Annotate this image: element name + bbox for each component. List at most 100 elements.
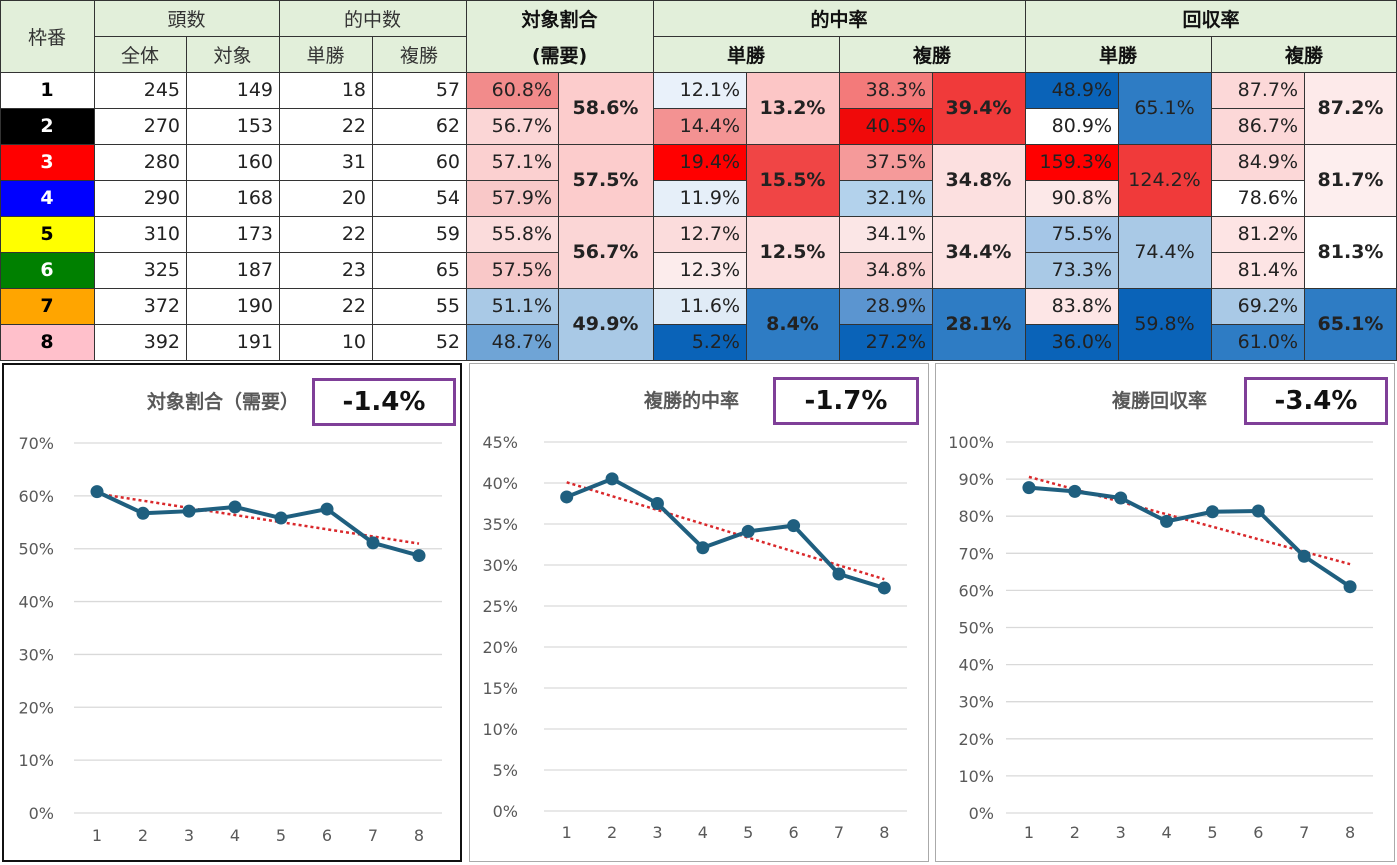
- series-line: [565, 476, 885, 590]
- x-tick-label: 2: [1070, 823, 1080, 842]
- data-point: [320, 502, 334, 516]
- cell-tanRate: 19.4%: [653, 144, 746, 180]
- x-tick-label: 4: [1161, 823, 1171, 842]
- y-tick-label: 90%: [958, 470, 994, 489]
- y-tick-label: 50%: [18, 540, 54, 559]
- group-tanRate: 8.4%: [746, 288, 839, 360]
- grid-line: [839, 179, 932, 181]
- grid-line: [465, 72, 467, 360]
- y-tick-label: 50%: [958, 619, 994, 638]
- cell-fukuRet: 78.6%: [1211, 180, 1304, 216]
- x-tick-label: 4: [698, 823, 708, 842]
- grid-line: [1210, 36, 1212, 72]
- group-wariai: 58.6%: [558, 72, 653, 144]
- cell-wariai: 56.7%: [466, 108, 558, 144]
- cell-wariai: 57.5%: [466, 252, 558, 288]
- y-tick-label: 20%: [958, 730, 994, 749]
- cell-wariai: 51.1%: [466, 288, 558, 324]
- header-wariai: 対象割合: [466, 0, 653, 36]
- header-fuku-count: 複勝: [372, 36, 466, 72]
- group-tanRet: 74.4%: [1118, 216, 1211, 288]
- grid-line: [1211, 323, 1304, 325]
- x-tick-label: 6: [322, 826, 332, 845]
- series-line: [1028, 485, 1352, 589]
- count-fuku-hit: 62: [435, 115, 460, 137]
- grid-line: [371, 72, 373, 360]
- y-tick-label: 70%: [18, 434, 54, 453]
- y-tick-label: 80%: [958, 507, 994, 526]
- grid-line: [652, 0, 654, 72]
- grid-line: [466, 323, 558, 325]
- data-point: [412, 549, 426, 563]
- y-tick-label: 40%: [958, 656, 994, 675]
- grid-line: [278, 0, 280, 72]
- chart-panel-fuku-return: 0% 10% 20% 30% 40% 50% 60% 70% 80% 90% 100% 1 2 3 4 5 6 7…: [935, 363, 1395, 862]
- x-tick-label: 5: [276, 826, 286, 845]
- count-zentai: 372: [143, 295, 180, 317]
- y-tick-label: 70%: [958, 544, 994, 563]
- count-tan-hit: 18: [341, 79, 366, 101]
- data-point: [832, 567, 846, 581]
- stats-table: 枠番 頭数 全体 対象 的中数 単勝 複勝 対象割合 (需要) 的中率 単勝 複勝 回収率 単勝 複勝 1 24…: [0, 0, 1397, 361]
- count-zentai: 290: [143, 187, 180, 209]
- chart-panel-fuku-rate: 0% 5% 10% 15% 20% 25% 30% 35% 40% 45% 1 2 3 4 5 6 7 8 複勝的…: [469, 363, 929, 862]
- count-taisho: 190: [236, 295, 273, 317]
- x-tick-label: 5: [743, 823, 753, 842]
- x-tick-label: 6: [1253, 823, 1263, 842]
- grid-line: [838, 36, 840, 72]
- cell-fukuRet: 86.7%: [1211, 108, 1304, 144]
- grid-line: [1025, 107, 1118, 109]
- count-tan-hit: 22: [341, 295, 366, 317]
- cell-wariai: 55.8%: [466, 216, 558, 252]
- cell-fukuRate: 38.3%: [839, 72, 932, 108]
- grid-line: [0, 143, 466, 145]
- count-fuku-hit: 54: [435, 187, 460, 209]
- x-tick-label: 3: [1116, 823, 1126, 842]
- grid-line: [1025, 323, 1118, 325]
- grid-line: [1303, 72, 1305, 360]
- grid-line: [0, 287, 466, 289]
- header-waku: 枠番: [0, 0, 94, 72]
- grid-line: [653, 179, 746, 181]
- grid-line: [1024, 72, 1026, 360]
- y-tick-label: 10%: [958, 767, 994, 786]
- group-tanRate: 12.5%: [746, 216, 839, 288]
- x-tick-label: 8: [414, 826, 424, 845]
- grid-line: [1211, 107, 1304, 109]
- group-tanRet: 59.8%: [1118, 288, 1211, 360]
- cell-fukuRate: 34.1%: [839, 216, 932, 252]
- grid-line: [653, 107, 746, 109]
- cell-fukuRate: 27.2%: [839, 324, 932, 360]
- header-fuku-rate: 複勝: [839, 36, 1025, 72]
- x-tick-label: 7: [368, 826, 378, 845]
- grid-line: [93, 72, 95, 360]
- group-wariai: 49.9%: [558, 288, 653, 360]
- grid-line: [0, 71, 1397, 73]
- frame-number: 2: [0, 108, 94, 144]
- header-kaishuritsu: 回収率: [1025, 0, 1397, 36]
- count-taisho: 149: [236, 79, 273, 101]
- data-point: [1297, 549, 1311, 563]
- cell-fukuRet: 84.9%: [1211, 144, 1304, 180]
- grid-line: [466, 107, 558, 109]
- x-tick-label: 7: [1299, 823, 1309, 842]
- grid-line: [557, 72, 559, 360]
- grid-line: [0, 179, 466, 181]
- grid-line: [466, 179, 558, 181]
- group-wariai: 56.7%: [558, 216, 653, 288]
- data-point: [1068, 484, 1082, 498]
- data-point: [1160, 514, 1174, 528]
- cell-tanRet: 73.3%: [1025, 252, 1118, 288]
- data-point: [1251, 504, 1265, 518]
- count-fuku-hit: 55: [435, 295, 460, 317]
- header-fuku-return: 複勝: [1211, 36, 1397, 72]
- cell-tanRet: 90.8%: [1025, 180, 1118, 216]
- y-tick-label: 45%: [482, 433, 518, 452]
- data-point: [90, 485, 104, 499]
- chart-title: 複勝的中率: [644, 390, 740, 412]
- data-point: [1022, 481, 1036, 495]
- cell-fukuRate: 34.8%: [839, 252, 932, 288]
- y-tick-label: 60%: [958, 581, 994, 600]
- header-tekichuritsu: 的中率: [653, 0, 1025, 36]
- group-fukuRet: 65.1%: [1304, 288, 1397, 360]
